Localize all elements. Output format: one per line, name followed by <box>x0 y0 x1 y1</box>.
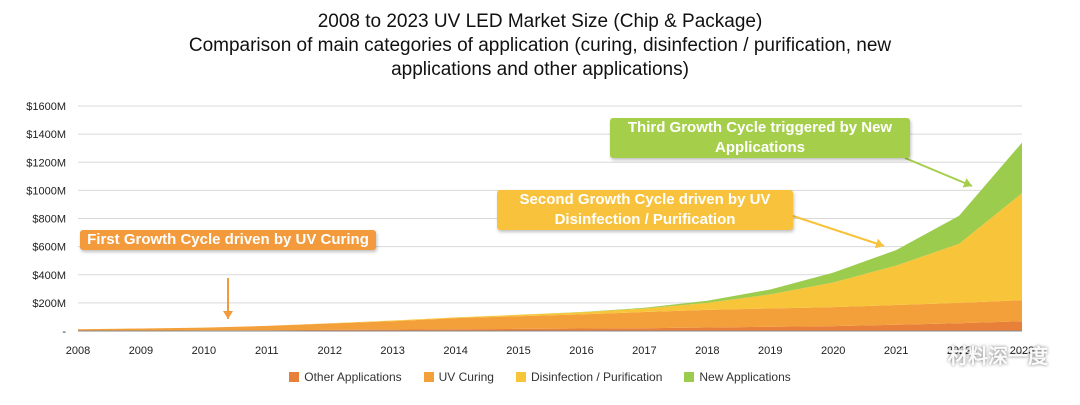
legend-swatch <box>684 372 695 382</box>
x-tick-label: 2013 <box>380 345 404 357</box>
y-tick-label: $1400M <box>26 129 66 141</box>
x-tick-label: 2021 <box>884 345 908 357</box>
other-applications-area <box>78 321 1022 331</box>
legend-swatch <box>515 372 526 382</box>
legend-label: New Applications <box>699 370 791 384</box>
legend-label: UV Curing <box>438 370 494 384</box>
x-tick-label: 2011 <box>255 345 279 357</box>
wechat-icon <box>920 346 942 363</box>
x-tick-label: 2014 <box>443 345 467 357</box>
third-growth-cycle-text: Third Growth Cycle triggered by New Appl… <box>627 119 893 156</box>
x-tick-label: 2019 <box>758 345 782 357</box>
title-line-1: 2008 to 2023 UV LED Market Size (Chip & … <box>317 11 763 32</box>
x-tick-label: 2020 <box>821 345 845 357</box>
uv-curing-area <box>78 300 1022 331</box>
x-tick-label: 2015 <box>506 345 530 357</box>
legend-label: Disinfection / Purification <box>530 370 663 384</box>
legend-item: UV Curing <box>423 370 494 384</box>
y-tick-label: $400M <box>32 270 66 282</box>
legend-label: Other Applications <box>304 370 402 384</box>
y-tick-label: - <box>62 326 66 338</box>
legend-swatch <box>289 372 300 382</box>
second-callout-arrow-head <box>874 238 884 249</box>
y-tick-label: $1200M <box>26 157 66 169</box>
title-line-3: applications and other applications) <box>391 59 689 80</box>
chart-title: 2008 to 2023 UV LED Market Size (Chip & … <box>0 10 1080 82</box>
x-tick-label: 2012 <box>317 345 341 357</box>
third-callout-arrow <box>904 157 973 187</box>
legend-item: Other Applications <box>289 370 402 384</box>
legend-item: Disinfection / Purification <box>515 370 663 384</box>
second-growth-cycle-callout: Second Growth Cycle driven by UV Disinfe… <box>497 190 793 230</box>
y-tick-label: $200M <box>32 298 66 310</box>
first-callout-arrow-head <box>223 311 233 319</box>
first-growth-cycle-callout: First Growth Cycle driven by UV Curing <box>80 230 376 250</box>
x-tick-label: 2008 <box>66 345 90 357</box>
watermark: 材料深一度 <box>920 340 1048 369</box>
y-tick-label: $1600M <box>26 101 66 113</box>
legend-item: New Applications <box>684 370 791 384</box>
x-tick-label: 2010 <box>192 345 216 357</box>
x-tick-label: 2018 <box>695 345 719 357</box>
third-callout-arrow-head <box>962 178 972 188</box>
y-tick-label: $1000M <box>26 185 66 197</box>
x-tick-label: 2017 <box>632 345 656 357</box>
second-growth-cycle-text: Second Growth Cycle driven by UV Disinfe… <box>519 191 771 228</box>
y-tick-label: $800M <box>32 214 66 226</box>
x-tick-label: 2009 <box>129 345 153 357</box>
second-callout-arrow <box>789 214 885 247</box>
first-growth-cycle-text: First Growth Cycle driven by UV Curing <box>87 231 369 248</box>
chart-legend: Other Applications UV Curing Disinfection … <box>0 370 1080 384</box>
x-tick-label: 2023 <box>1010 345 1034 357</box>
disinfection-purification-area <box>78 193 1022 330</box>
x-tick-label: 2022 <box>947 345 971 357</box>
watermark-text: 材料深一度 <box>948 346 1048 368</box>
legend-swatch <box>423 372 434 382</box>
x-tick-label: 2016 <box>569 345 593 357</box>
title-line-2: Comparison of main categories of applica… <box>188 35 892 56</box>
third-growth-cycle-callout: Third Growth Cycle triggered by New Appl… <box>610 118 910 158</box>
y-tick-label: $600M <box>32 242 66 254</box>
